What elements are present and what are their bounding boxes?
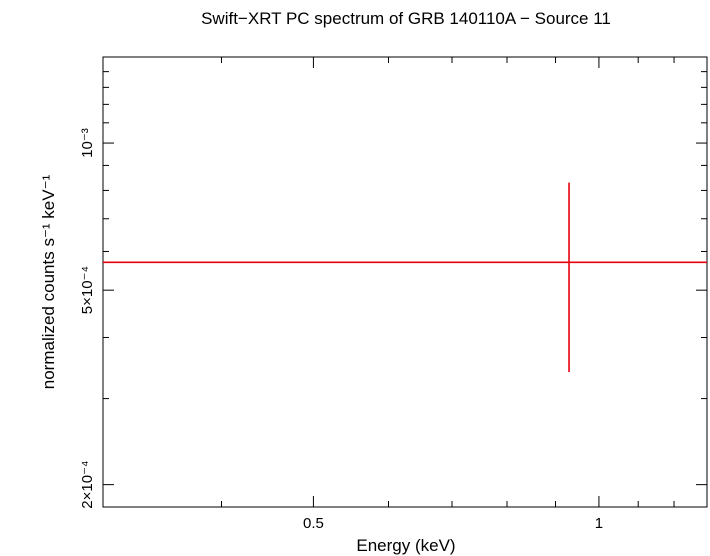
y-axis: 10⁻³ 5×10⁻⁴ 2×10⁻⁴ — [79, 71, 707, 509]
y-tick-label: 10⁻³ — [79, 128, 96, 158]
x-axis: 0.5 1 — [220, 57, 708, 532]
plot-border — [102, 56, 708, 508]
y-tick-label: 2×10⁻⁴ — [79, 461, 96, 509]
plot-frame — [102, 56, 708, 508]
x-tick-label: 0.5 — [303, 515, 324, 532]
y-axis-label: normalized counts s⁻¹ keV⁻¹ — [39, 174, 58, 389]
y-tick-label: 5×10⁻⁴ — [79, 266, 96, 314]
x-axis-label: Energy (keV) — [356, 536, 455, 555]
chart-title: Swift−XRT PC spectrum of GRB 140110A − S… — [201, 9, 611, 28]
x-tick-label: 1 — [595, 515, 603, 532]
data-series — [103, 182, 707, 373]
